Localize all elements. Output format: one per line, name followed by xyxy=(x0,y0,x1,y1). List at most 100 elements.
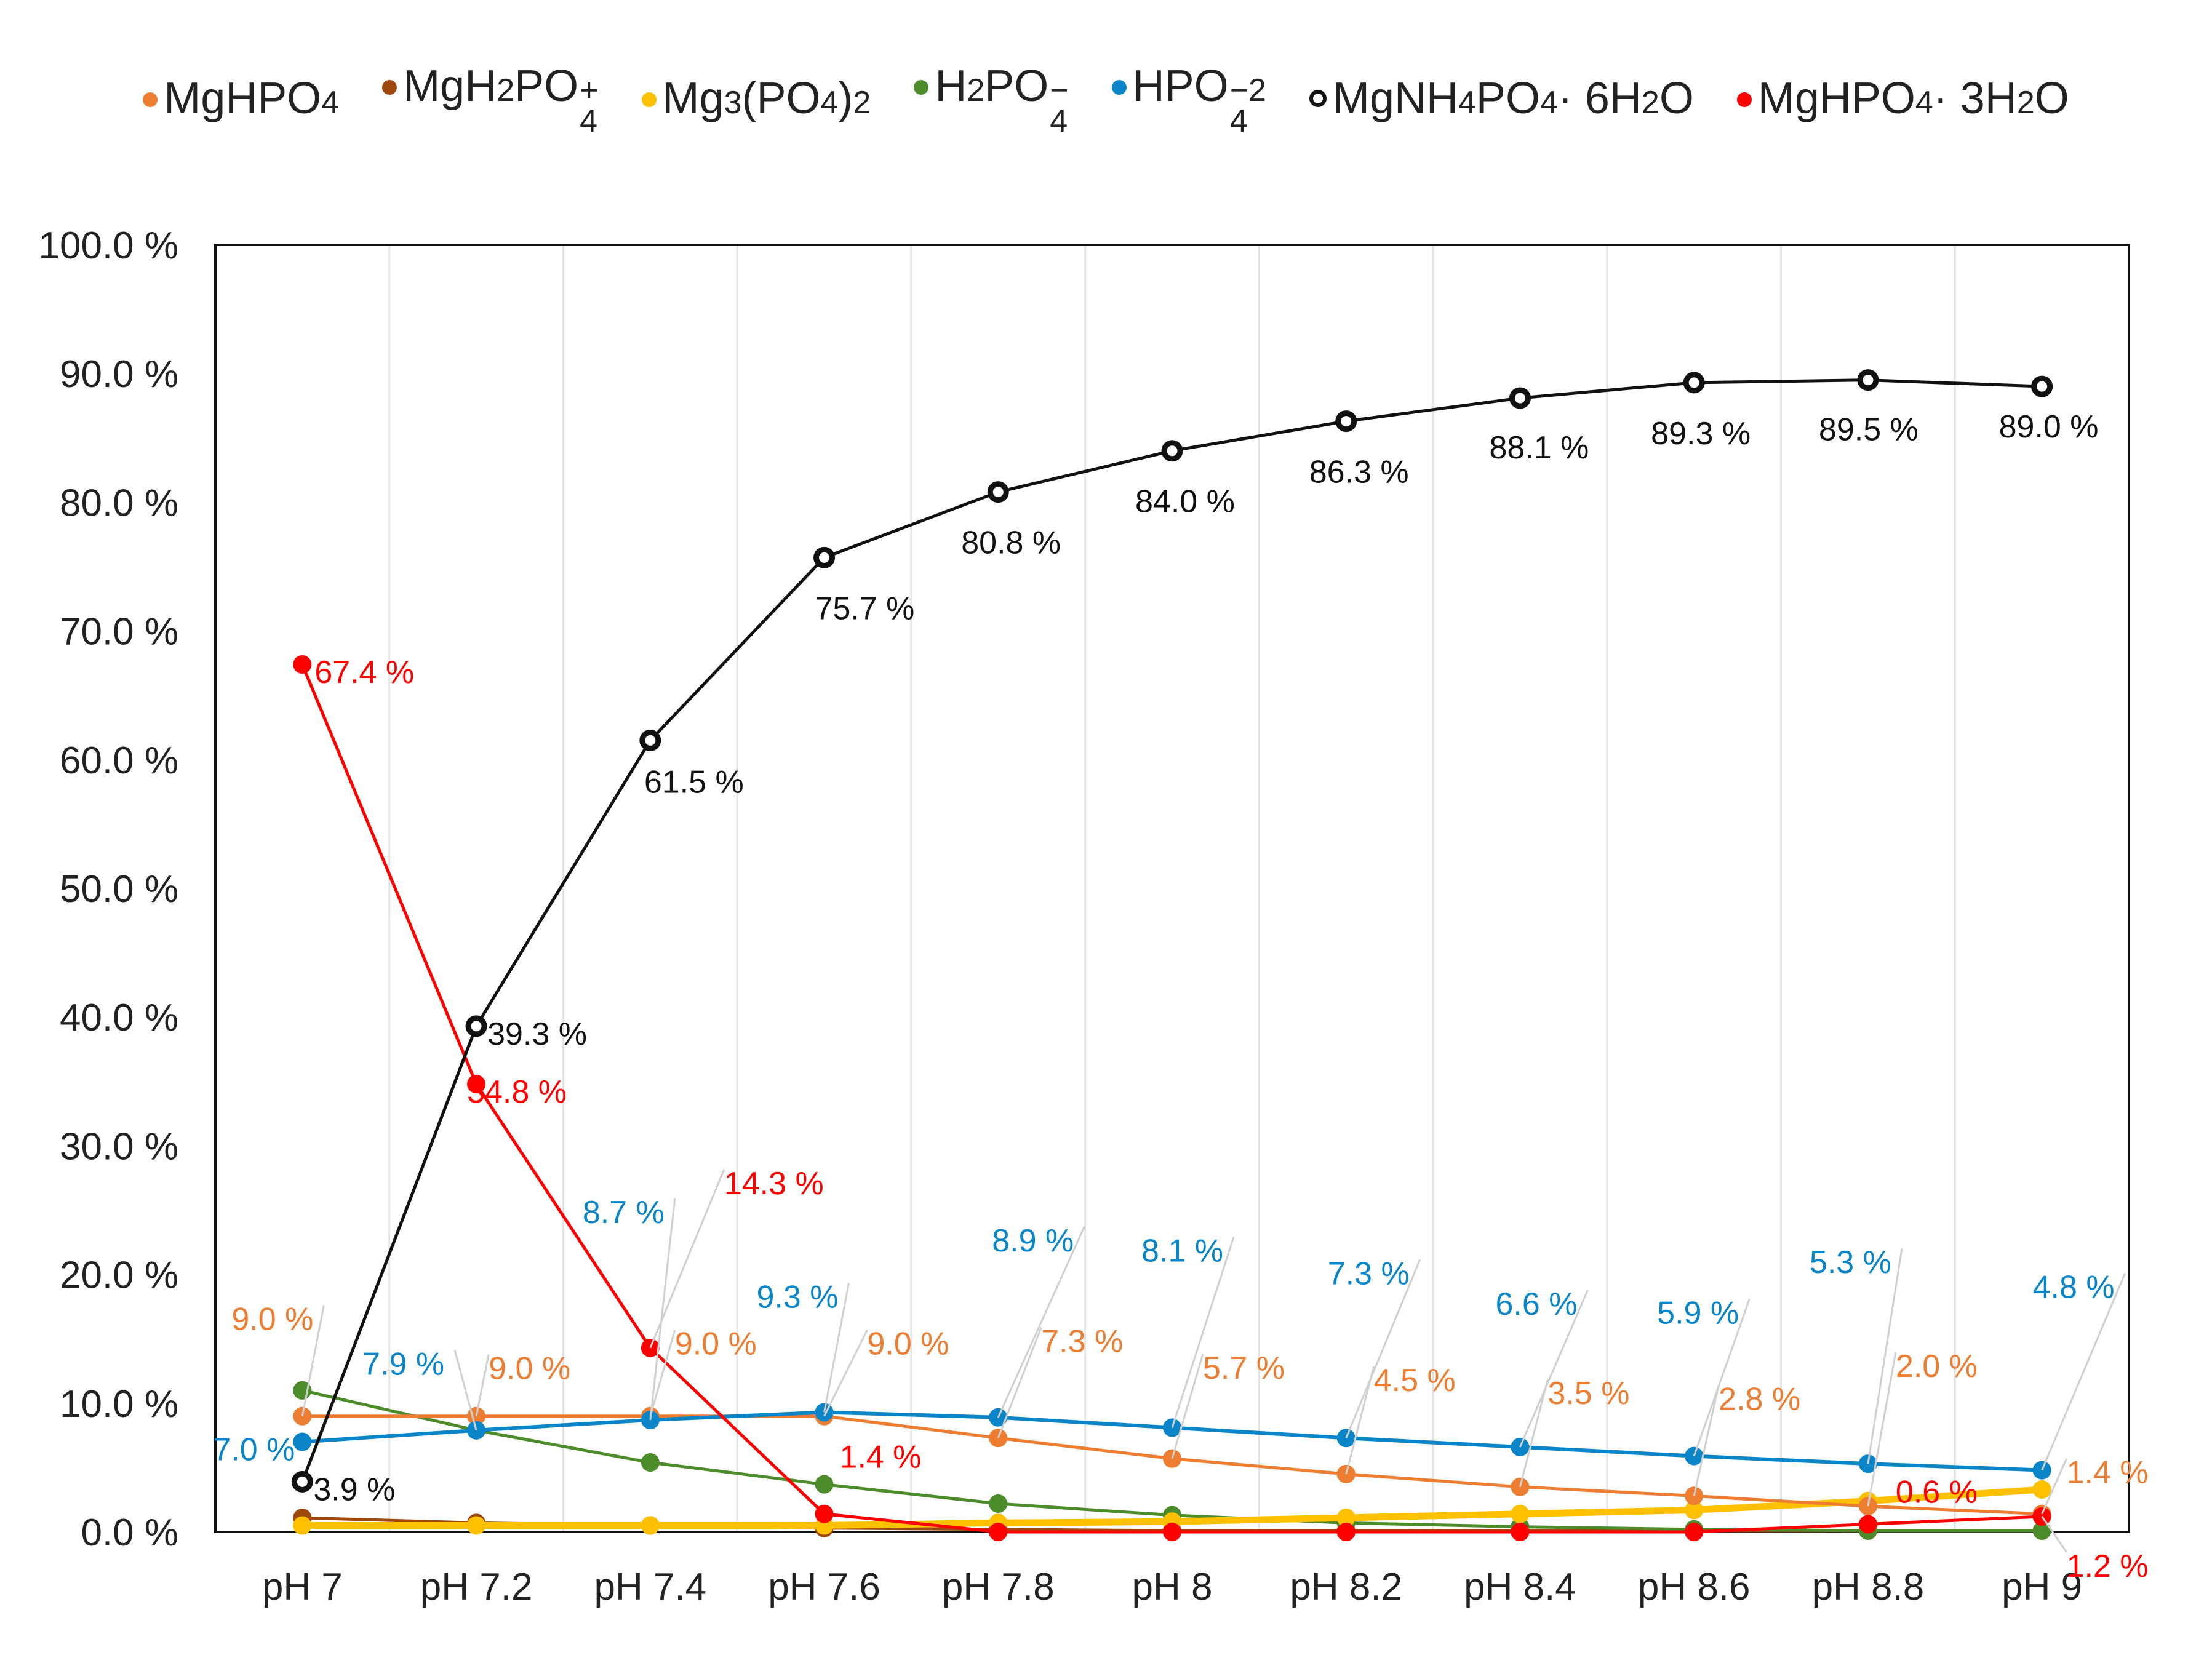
data-point xyxy=(989,1494,1008,1513)
y-tick-label: 20.0 % xyxy=(60,1254,178,1297)
leader-line xyxy=(1867,1248,1903,1464)
data-label: 4.5 % xyxy=(1374,1363,1456,1398)
data-label: 3.5 % xyxy=(1547,1376,1629,1411)
data-label: 6.6 % xyxy=(1495,1286,1577,1322)
leader-line xyxy=(2041,1516,2067,1553)
legend-marker xyxy=(641,92,657,107)
data-point xyxy=(813,546,836,568)
leader-line xyxy=(1345,1259,1421,1438)
data-label: 2.0 % xyxy=(1896,1349,1978,1384)
data-label: 9.0 % xyxy=(231,1302,313,1338)
data-label: 8.1 % xyxy=(1141,1234,1223,1269)
data-point xyxy=(2032,1480,2051,1499)
data-label: 89.3 % xyxy=(1651,416,1751,452)
x-tick-label: pH 7.6 xyxy=(768,1566,880,1608)
legend-marker xyxy=(382,79,397,95)
data-point xyxy=(1335,410,1357,433)
data-label: 80.8 % xyxy=(961,525,1061,561)
series-5 xyxy=(291,369,2053,1493)
y-tick-label: 50.0 % xyxy=(60,868,178,911)
grid xyxy=(388,245,1956,1532)
data-point xyxy=(291,1470,313,1493)
data-point xyxy=(1336,1523,1356,1541)
data-label: 9.0 % xyxy=(868,1326,949,1362)
data-label: 14.3 % xyxy=(724,1166,824,1202)
data-label: 34.8 % xyxy=(467,1074,567,1110)
data-labels: 9.0 % 9.0 % 9.0 % 9.0 % 7.3 % 5.7 % 4.5 % 3.5 %… xyxy=(213,409,2148,1584)
data-point xyxy=(1857,369,1879,391)
leader-line xyxy=(1867,1352,1897,1507)
leader-line xyxy=(649,1330,676,1417)
data-label: 7.9 % xyxy=(362,1347,444,1382)
data-label: 7.0 % xyxy=(213,1432,295,1468)
data-label: 5.3 % xyxy=(1810,1245,1891,1280)
data-point xyxy=(293,655,312,674)
leader-line xyxy=(2041,1273,2126,1471)
legend-marker xyxy=(1309,90,1327,107)
legend-item: MgHPO 4 · 3H 2 O xyxy=(1736,73,2069,124)
leader-line xyxy=(1519,1290,1589,1448)
x-tick-label: pH 8.8 xyxy=(1812,1566,1925,1608)
data-label: 9.0 % xyxy=(489,1351,570,1387)
y-axis: 0.0 % 10.0 % 20.0 % 30.0 % 40.0 % 50.0 % 60.0 … xyxy=(38,225,178,1554)
x-tick-label: pH 8.2 xyxy=(1290,1566,1402,1608)
legend-item: HPO −2 4 xyxy=(1111,61,1266,137)
data-point xyxy=(1683,372,1705,394)
data-point xyxy=(1509,387,1531,409)
y-tick-label: 40.0 % xyxy=(60,997,178,1039)
leader-line xyxy=(301,1305,325,1417)
y-tick-label: 100.0 % xyxy=(38,225,178,267)
data-point xyxy=(1511,1523,1530,1541)
legend-item: MgH 2 PO +4 xyxy=(382,61,599,137)
data-point xyxy=(465,1015,487,1037)
x-tick-label: pH 9 xyxy=(2002,1566,2082,1608)
legend-item: MgHPO 4 xyxy=(143,73,339,124)
legend-item: MgNH 4 PO 4 · 6H 2 O xyxy=(1309,73,1694,124)
data-label: 8.7 % xyxy=(583,1195,665,1230)
data-label: 67.4 % xyxy=(314,655,414,690)
legend-marker xyxy=(914,79,929,95)
legend-item: H 2 PO −4 xyxy=(914,61,1069,137)
data-label: 39.3 % xyxy=(487,1016,587,1052)
x-tick-label: pH 7 xyxy=(262,1566,343,1608)
data-label: 1.2 % xyxy=(2067,1549,2149,1584)
data-label: 5.9 % xyxy=(1657,1296,1739,1331)
data-label: 86.3 % xyxy=(1309,455,1409,490)
leader-line xyxy=(453,1350,477,1431)
leader-line xyxy=(1693,1385,1720,1496)
leader-line xyxy=(823,1283,850,1413)
data-label: 8.9 % xyxy=(992,1223,1074,1259)
leader-line xyxy=(649,1198,676,1421)
x-tick-label: pH 8 xyxy=(1132,1566,1213,1608)
data-point xyxy=(293,1516,312,1535)
data-label: 0.6 % xyxy=(1896,1474,1978,1510)
data-point xyxy=(815,1504,834,1523)
data-label: 9.0 % xyxy=(675,1326,757,1362)
data-point xyxy=(989,1523,1008,1541)
y-tick-label: 80.0 % xyxy=(60,482,178,524)
data-point xyxy=(641,1516,660,1535)
x-tick-label: pH 7.4 xyxy=(594,1566,706,1608)
data-label: 89.0 % xyxy=(1999,409,2099,445)
leader-line xyxy=(2041,1458,2068,1515)
y-tick-label: 0.0 % xyxy=(81,1512,178,1554)
data-label: 1.4 % xyxy=(840,1440,922,1475)
data-point xyxy=(815,1475,834,1494)
legend: MgHPO 4 MgH 2 PO +4 Mg 3 (PO 4) 2 H 2 PO −4 HPO −2 4 MgNH 4… xyxy=(0,37,2212,160)
data-point xyxy=(467,1074,486,1093)
data-label: 7.3 % xyxy=(1328,1256,1410,1291)
y-tick-label: 90.0 % xyxy=(60,353,178,396)
data-point xyxy=(2031,375,2053,397)
data-point xyxy=(1685,1523,1704,1541)
data-label: 9.3 % xyxy=(757,1279,839,1315)
y-tick-label: 10.0 % xyxy=(60,1383,178,1426)
data-point xyxy=(639,729,661,751)
legend-marker xyxy=(143,92,158,107)
legend-item: Mg 3 (PO 4) 2 xyxy=(641,73,871,124)
x-tick-label: pH 8.6 xyxy=(1638,1566,1751,1608)
x-axis: pH 7 pH 7.2 pH 7.4 pH 7.6 pH 7.8 pH 8 pH 8.2 pH… xyxy=(262,1566,2082,1608)
data-point xyxy=(467,1516,486,1535)
data-label: 1.4 % xyxy=(2067,1455,2149,1491)
